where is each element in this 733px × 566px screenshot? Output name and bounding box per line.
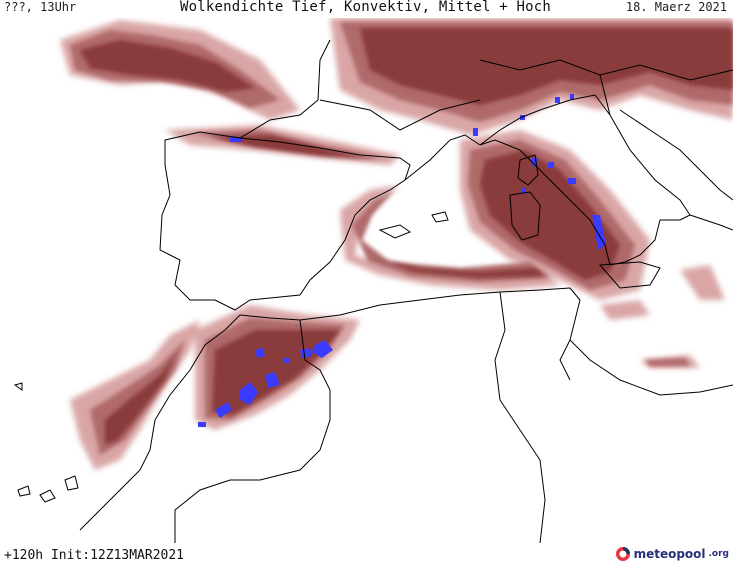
meteopool-logo: meteopool .org <box>615 546 729 562</box>
valid-date: 18. Maerz 2021 <box>625 0 727 14</box>
chart-title: Wolkendichte Tief, Konvektiv, Mittel + H… <box>180 0 552 15</box>
weather-map <box>0 18 733 543</box>
logo-text: meteopool <box>633 547 706 561</box>
cloud-layer-dark <box>80 28 733 445</box>
header-bar: ???, 13Uhr Wolkendichte Tief, Konvektiv,… <box>0 0 733 18</box>
coastlines <box>13 39 733 543</box>
convective-cells <box>198 94 606 427</box>
logo-tld: .org <box>708 549 729 559</box>
init-label: +120h Init:12Z13MAR2021 <box>4 548 185 563</box>
map-canvas <box>13 18 733 543</box>
logo-icon <box>615 547 630 561</box>
run-label: ???, 13Uhr <box>4 0 77 14</box>
footer-bar: +120h Init:12Z13MAR2021 meteopool .org <box>0 543 733 566</box>
